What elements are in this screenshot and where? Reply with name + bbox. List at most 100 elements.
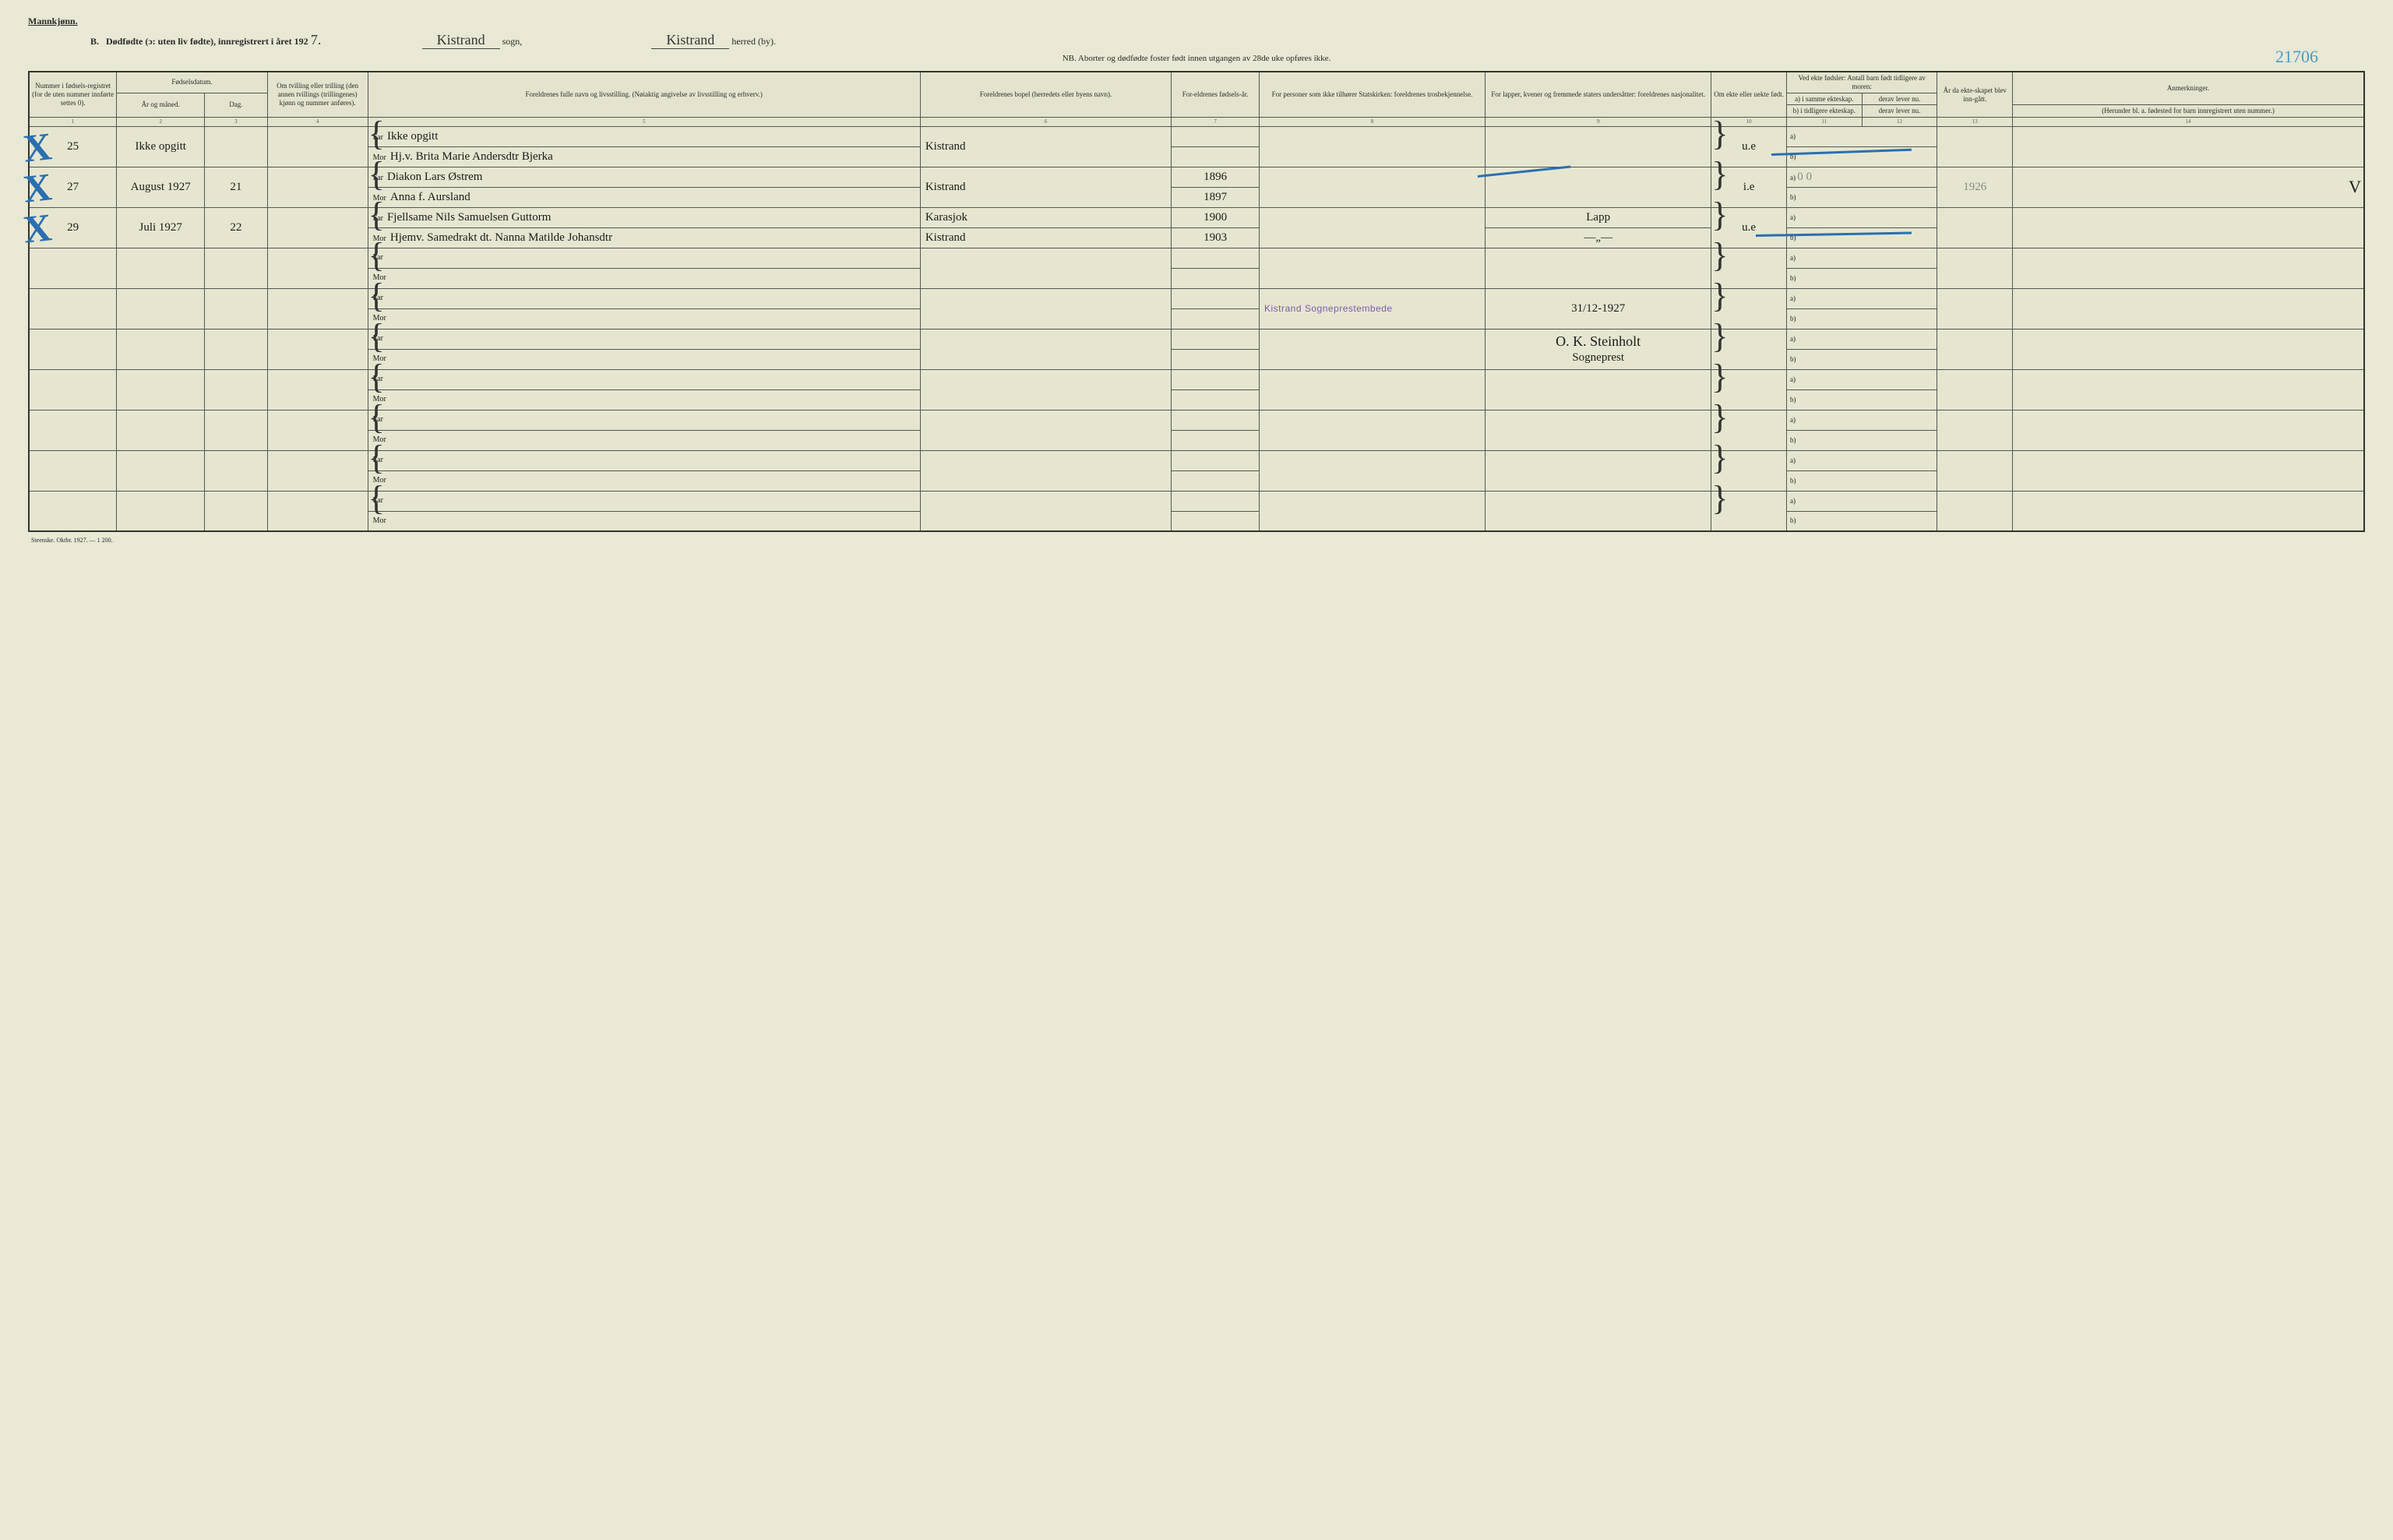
cell-bopel-far: Karasjok: [920, 207, 1171, 227]
cell-troes: [1260, 167, 1485, 207]
col-1-header: Nummer i fødsels-registret (for de uten …: [29, 72, 117, 118]
cell-lapper-mor: —„—: [1485, 227, 1711, 248]
cell-fodar-far: 1900: [1172, 207, 1260, 227]
table-row: X 27 August 1927 21 {Far Diakon Lars Øst…: [29, 167, 2364, 187]
gender-label: Mannkjønn.: [28, 16, 78, 26]
cell-13: 1926: [1937, 167, 2013, 207]
cell-lapper: [1485, 167, 1711, 207]
table-row: X 29 Juli 1927 22 {Far Fjellsame Nils Sa…: [29, 207, 2364, 227]
col-11-12-top: Ved ekte fødsler: Antall barn født tidli…: [1786, 72, 1937, 93]
cell-fodar-far: [1172, 126, 1260, 146]
table-row: {Far Kistrand Sogneprestembede 31/12-192…: [29, 288, 2364, 308]
cell-dag: [205, 126, 268, 167]
cell-far: {Far Ikke opgitt: [368, 126, 920, 146]
col-14-header: Anmerkninger.: [2013, 72, 2364, 105]
cell-b: b): [1786, 146, 1937, 167]
coln-4: 4: [267, 118, 368, 126]
coln-12: 12: [1862, 118, 1937, 126]
cell-far: {Far: [368, 248, 920, 268]
cell-a: a): [1786, 126, 1937, 146]
cell-anm: [2013, 126, 2364, 167]
coln-6: 6: [920, 118, 1171, 126]
col-5-header: Foreldrenes fulle navn og livsstilling. …: [368, 72, 920, 118]
cell-mor: Mor Hjemv. Samedrakt dt. Nanna Matilde J…: [368, 227, 920, 248]
cell-num: X 29: [29, 207, 117, 248]
cell-dag: 22: [205, 207, 268, 248]
cell-mor: Mor: [368, 268, 920, 288]
table-row: {Far } a): [29, 450, 2364, 470]
col-3-header: Dag.: [205, 93, 268, 118]
coln-13: 13: [1937, 118, 2013, 126]
blue-x-mark: X: [23, 217, 53, 240]
col-9-header: For lapper, kvener og fremmede staters u…: [1485, 72, 1711, 118]
table-row: {Far O. K. SteinholtSogneprest } a): [29, 329, 2364, 349]
sogn-value: Kistrand: [422, 32, 500, 49]
coln-2: 2: [117, 118, 205, 126]
header-gender-line: Mannkjønn.: [28, 16, 2365, 27]
blue-strike: [1478, 165, 1571, 178]
col-2-header: År og måned.: [117, 93, 205, 118]
cell-far: {Far Fjellsame Nils Samuelsen Guttorm: [368, 207, 920, 227]
cell-troes: [1260, 126, 1485, 167]
register-table: Nummer i fødsels-registret (for de uten …: [28, 71, 2365, 532]
col-6-header: Foreldrenes bopel (herredets eller byens…: [920, 72, 1171, 118]
cell-ar: Juli 1927: [117, 207, 205, 248]
cell-far: {Far Diakon Lars Østrem: [368, 167, 920, 187]
cell-mor: Mor: [368, 349, 920, 369]
header-title-line: B. Dødfødte (ɔ: uten liv fødte), innregi…: [90, 32, 2365, 49]
table-row: {Far } a): [29, 248, 2364, 268]
col-12b: derav lever nu.: [1862, 105, 1937, 118]
coln-5: 5: [368, 118, 920, 126]
cell-a: a) 0 0: [1786, 167, 1937, 187]
blue-x-mark: X: [23, 177, 53, 199]
blue-x-mark: X: [23, 136, 53, 159]
coln-9: 9: [1485, 118, 1711, 126]
cell-fodar-mor: [1172, 146, 1260, 167]
cell-lapper-far: Lapp: [1485, 207, 1711, 227]
stamp-cell: Kistrand Sogneprestembede: [1260, 288, 1485, 329]
cell-num: X 27: [29, 167, 117, 207]
cell-troes: [1260, 207, 1485, 248]
col-7-header: For-eldrenes fødsels-år.: [1172, 72, 1260, 118]
cell-fodar-mor: 1903: [1172, 227, 1260, 248]
table-row: X 25 Ikke opgitt {Far Ikke opgitt Kistra…: [29, 126, 2364, 146]
nb-line: NB. Aborter og dødfødte foster født inne…: [28, 54, 2365, 63]
cell-far: {Far: [368, 288, 920, 308]
col-23-top: Fødselsdatum.: [117, 72, 267, 93]
coln-8: 8: [1260, 118, 1485, 126]
cell-ar: Ikke opgitt: [117, 126, 205, 167]
signature-cell: O. K. SteinholtSogneprest: [1485, 329, 1711, 369]
cell-num: X 25: [29, 126, 117, 167]
cell-tvil: [267, 126, 368, 167]
col-4-header: Om tvilling eller trilling (den annen tv…: [267, 72, 368, 118]
date-cell: 31/12-1927: [1485, 288, 1711, 329]
cell-mor: Mor Hj.v. Brita Marie Andersdtr Bjerka: [368, 146, 920, 167]
coln-14: 14: [2013, 118, 2364, 126]
col-12a: b) i tidligere ekteskap.: [1786, 105, 1862, 118]
document-page: Mannkjønn. B. Dødfødte (ɔ: uten liv født…: [28, 16, 2365, 544]
col-14-sub: (Herunder bl. a. fødested for barn innre…: [2013, 105, 2364, 118]
cell-13: [1937, 126, 2013, 167]
cell-anm: V: [2013, 167, 2364, 207]
cell-b: b): [1786, 227, 1937, 248]
cell-far: {Far: [368, 329, 920, 349]
cell-dag: 21: [205, 167, 268, 207]
sogn-label: sogn,: [502, 36, 523, 47]
archive-number: 21706: [2275, 47, 2318, 67]
col-11a: a) i samme ekteskap.: [1786, 93, 1862, 105]
herred-value: Kistrand: [651, 32, 729, 49]
cell-a: a): [1786, 207, 1937, 227]
year-suffix: 7.: [308, 32, 324, 48]
col-11b: derav lever nu.: [1862, 93, 1937, 105]
col-13-header: År da ekte-skapet blev inn-gått.: [1937, 72, 2013, 118]
coln-7: 7: [1172, 118, 1260, 126]
coln-11: 11: [1786, 118, 1862, 126]
table-body: X 25 Ikke opgitt {Far Ikke opgitt Kistra…: [29, 126, 2364, 531]
cell-tvil: [267, 207, 368, 248]
title-main: Dødfødte (ɔ: uten liv fødte), innregistr…: [106, 36, 308, 47]
cell-mor: Mor Anna f. Aursland: [368, 187, 920, 207]
cell-anm: [2013, 207, 2364, 248]
cell-bopel: Kistrand: [920, 126, 1171, 167]
col-10-header: Om ekte eller uekte født.: [1711, 72, 1787, 118]
cell-fodar-mor: 1897: [1172, 187, 1260, 207]
